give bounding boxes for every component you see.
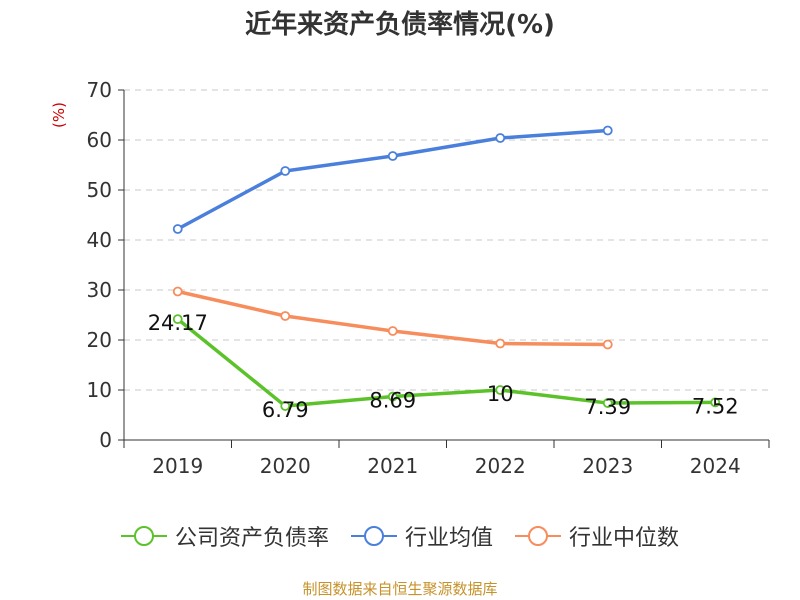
series-line [176, 317, 716, 408]
data-point [602, 398, 613, 408]
data-point [710, 397, 721, 408]
legend-swatch [120, 526, 167, 546]
chart-title: 近年来资产负债率情况(%) [245, 10, 555, 40]
legend-item: 公司资产负债率 [120, 520, 329, 552]
data-point [495, 385, 506, 395]
legend-swatch-marker [133, 526, 154, 546]
data-point [602, 125, 613, 136]
data-point [387, 326, 398, 336]
data-point [387, 391, 398, 402]
y-tick-label: 0 [99, 428, 112, 452]
x-tick-label: 2020 [260, 454, 311, 478]
y-tick-label: 50 [87, 178, 112, 202]
series-line [177, 289, 608, 347]
legend-item: 行业均值 [350, 520, 493, 552]
grid-lines [124, 89, 769, 391]
data-point [172, 286, 183, 297]
x-tick-label: 2024 [690, 454, 741, 478]
legend: 公司资产负债率 行业均值 行业中位数 [0, 520, 800, 552]
legend-swatch [515, 526, 561, 546]
axes: 0 10 20 30 40 50 60 70 2019 2020 2021 2022 2023 2024 [87, 78, 770, 478]
y-tick-label: 60 [87, 128, 112, 152]
legend-swatch-marker [528, 526, 548, 546]
series-line [176, 128, 608, 231]
source-note: 制图数据来自恒生聚源数据库 [302, 580, 498, 598]
data-label: 10 [487, 382, 514, 406]
y-tick-label: 10 [87, 378, 112, 402]
data-point [280, 311, 291, 321]
series-lines [172, 125, 721, 411]
data-point [280, 401, 291, 411]
data-point [280, 166, 291, 176]
legend-item: 行业中位数 [515, 520, 679, 552]
y-tick-label: 40 [87, 228, 112, 252]
legend-swatch-marker [363, 526, 384, 546]
data-point [495, 338, 506, 349]
data-label: 24.17 [148, 311, 208, 335]
legend-label: 行业中位数 [569, 526, 680, 551]
data-labels: 24.17 6.79 8.69 10 7.39 7.52 [148, 311, 739, 422]
data-label: 7.39 [584, 395, 631, 419]
data-point [172, 224, 183, 234]
data-point [172, 314, 183, 325]
y-tick-label: 30 [87, 278, 112, 302]
legend-label: 公司资产负债率 [174, 526, 329, 551]
x-tick-label: 2019 [152, 454, 203, 478]
legend-swatch [350, 526, 397, 546]
y-tick-label: 70 [87, 78, 112, 102]
data-point [602, 339, 613, 350]
data-point [387, 151, 398, 161]
x-tick-label: 2021 [367, 454, 418, 478]
y-tick-label: 20 [87, 328, 112, 352]
x-tick-label: 2022 [475, 454, 526, 478]
data-label: 6.79 [262, 398, 309, 422]
legend-label: 行业均值 [404, 526, 493, 551]
x-tick-label: 2023 [582, 454, 633, 478]
data-label: 8.69 [369, 389, 416, 413]
data-label: 7.52 [692, 394, 739, 418]
data-point [495, 133, 506, 143]
